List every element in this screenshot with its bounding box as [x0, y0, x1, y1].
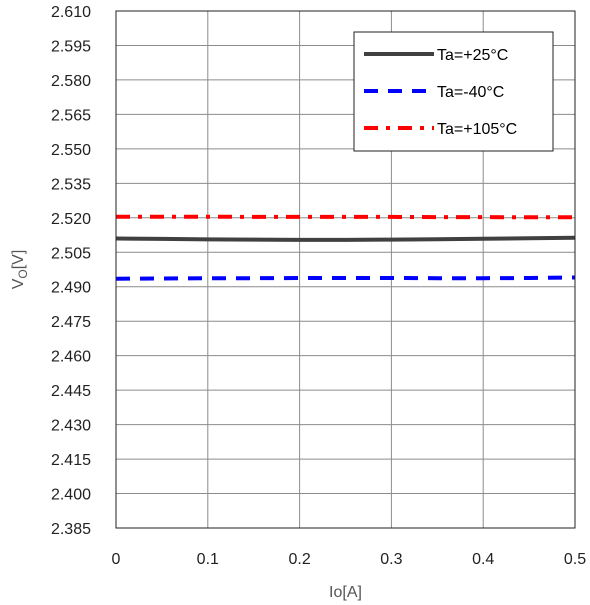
y-tick-label: 2.580	[51, 73, 91, 90]
series-line-2	[115, 275, 576, 281]
x-tick-label: 0.5	[564, 551, 586, 568]
y-tick-label: 2.610	[51, 4, 91, 21]
plot-frame	[115, 10, 576, 529]
y-tick-label: 2.400	[51, 487, 91, 504]
y-tick-label: 2.535	[51, 176, 91, 193]
y-tick-label: 2.475	[51, 314, 91, 331]
x-tick-label: 0	[112, 551, 121, 568]
tick-labels: 0 0.1 0.2 0.3 0.4 0.5 2.385 2.400 2.415 2.430 2.44…	[51, 4, 586, 568]
series-group	[115, 214, 576, 281]
legend-box	[353, 31, 554, 152]
y-axis-title-main: V	[10, 278, 27, 289]
y-axis-title-unit: [V]	[10, 250, 27, 270]
legend-label-2: Ta=-40°C	[437, 84, 504, 101]
y-axis-title-subscript: O	[16, 269, 30, 278]
x-tick-label: 0.1	[197, 551, 219, 568]
y-axis-title: VO[V]	[10, 250, 30, 290]
y-tick-label: 2.460	[51, 349, 91, 366]
y-tick-label: 2.505	[51, 245, 91, 262]
x-tick-label: 0.4	[472, 551, 494, 568]
y-tick-label: 2.415	[51, 452, 91, 469]
y-tick-label: 2.445	[51, 383, 91, 400]
y-tick-label: 2.565	[51, 107, 91, 124]
y-tick-label: 2.490	[51, 280, 91, 297]
x-tick-label: 0.2	[288, 551, 310, 568]
legend: Ta=+25°C Ta=-40°C Ta=+105°C	[353, 31, 554, 152]
x-axis-title: Io[A]	[329, 584, 362, 601]
x-tick-label: 0.3	[380, 551, 402, 568]
legend-label-3: Ta=+105°C	[437, 121, 517, 138]
series-line-3	[116, 214, 575, 220]
y-tick-label: 2.520	[51, 211, 91, 228]
series-line-1	[115, 235, 576, 242]
legend-label-1: Ta=+25°C	[437, 47, 508, 64]
y-tick-label: 2.550	[51, 142, 91, 159]
y-tick-label: 2.430	[51, 418, 91, 435]
y-tick-label: 2.595	[51, 38, 91, 55]
y-tick-label: 2.385	[51, 521, 91, 538]
